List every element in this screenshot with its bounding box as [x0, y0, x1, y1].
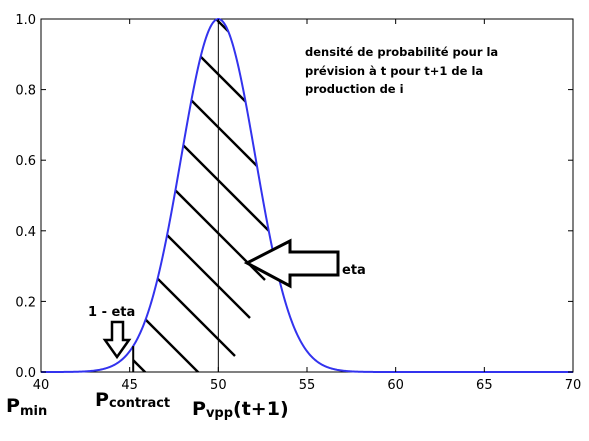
p-contract-label: Pcontract — [95, 389, 170, 411]
description-note: densité de probabilité pour la prévision… — [305, 45, 498, 96]
y-tick-label: 0.0 — [15, 366, 36, 381]
y-axis-ticks: 0.0 0.2 0.4 0.6 0.8 1.0 — [15, 13, 573, 381]
eta-arrow — [243, 238, 340, 289]
one-minus-eta-label: 1 - eta — [88, 305, 135, 320]
description-line-3: production de i — [305, 82, 404, 96]
y-tick-label: 0.6 — [15, 154, 36, 169]
p-min-label: Pmin — [6, 395, 47, 419]
x-tick-label: 45 — [121, 378, 138, 393]
one-minus-eta-arrow — [102, 320, 132, 360]
hatch-line — [189, 45, 311, 167]
x-tick-label: 40 — [33, 378, 50, 393]
y-tick-label: 0.2 — [15, 295, 36, 310]
description-line-1: densité de probabilité pour la — [305, 45, 498, 59]
x-axis-ticks: 40 45 50 55 60 65 70 — [33, 19, 582, 393]
y-tick-label: 0.8 — [15, 84, 36, 99]
hatch-line — [133, 273, 221, 372]
hatch-line — [174, 83, 296, 205]
x-tick-label: 70 — [565, 378, 582, 393]
p-vpp-label: Pvpp(t+1) — [192, 398, 289, 421]
hatch-line — [159, 121, 281, 243]
x-tick-label: 55 — [299, 378, 316, 393]
hatch-line — [133, 235, 236, 357]
hatch-line — [250, 0, 370, 14]
y-tick-label: 0.4 — [15, 225, 36, 240]
eta-label: eta — [342, 263, 366, 278]
hatch-line — [133, 197, 251, 319]
x-tick-label: 65 — [476, 378, 493, 393]
x-tick-label: 60 — [387, 378, 404, 393]
description-line-2: prévision à t pour t+1 de la — [305, 64, 483, 78]
x-tick-label: 50 — [210, 378, 227, 393]
y-tick-label: 1.0 — [15, 13, 36, 28]
